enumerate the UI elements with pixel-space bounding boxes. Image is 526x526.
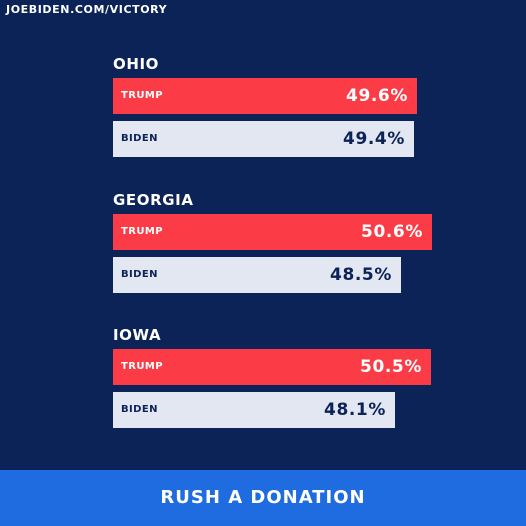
biden-bar: BIDEN 48.5%	[113, 257, 401, 293]
candidate-label: TRUMP	[121, 226, 163, 237]
candidate-label: BIDEN	[121, 133, 158, 144]
percentage-label: 48.5%	[330, 265, 392, 285]
biden-bar: BIDEN 49.4%	[113, 121, 414, 157]
trump-bar: TRUMP 49.6%	[113, 78, 417, 114]
trump-bar: TRUMP 50.5%	[113, 349, 431, 385]
state-group-iowa: IOWA TRUMP 50.5% BIDEN 48.1%	[113, 325, 431, 428]
candidate-label: BIDEN	[121, 404, 158, 415]
state-group-georgia: GEORGIA TRUMP 50.6% BIDEN 48.5%	[113, 190, 432, 293]
candidate-label: BIDEN	[121, 269, 158, 280]
percentage-label: 50.6%	[361, 222, 423, 242]
state-title: IOWA	[113, 326, 162, 344]
candidate-label: TRUMP	[121, 90, 163, 101]
state-title: OHIO	[113, 55, 160, 73]
site-url: JOEBIDEN.COM/VICTORY	[6, 3, 168, 16]
percentage-label: 49.6%	[346, 86, 408, 106]
percentage-label: 50.5%	[360, 357, 422, 377]
rush-donation-button[interactable]: RUSH A DONATION	[0, 470, 526, 526]
state-group-ohio: OHIO TRUMP 49.6% BIDEN 49.4%	[113, 54, 417, 157]
trump-bar: TRUMP 50.6%	[113, 214, 432, 250]
biden-bar: BIDEN 48.1%	[113, 392, 395, 428]
candidate-label: TRUMP	[121, 361, 163, 372]
percentage-label: 49.4%	[343, 129, 405, 149]
state-title: GEORGIA	[113, 191, 194, 209]
percentage-label: 48.1%	[324, 400, 386, 420]
